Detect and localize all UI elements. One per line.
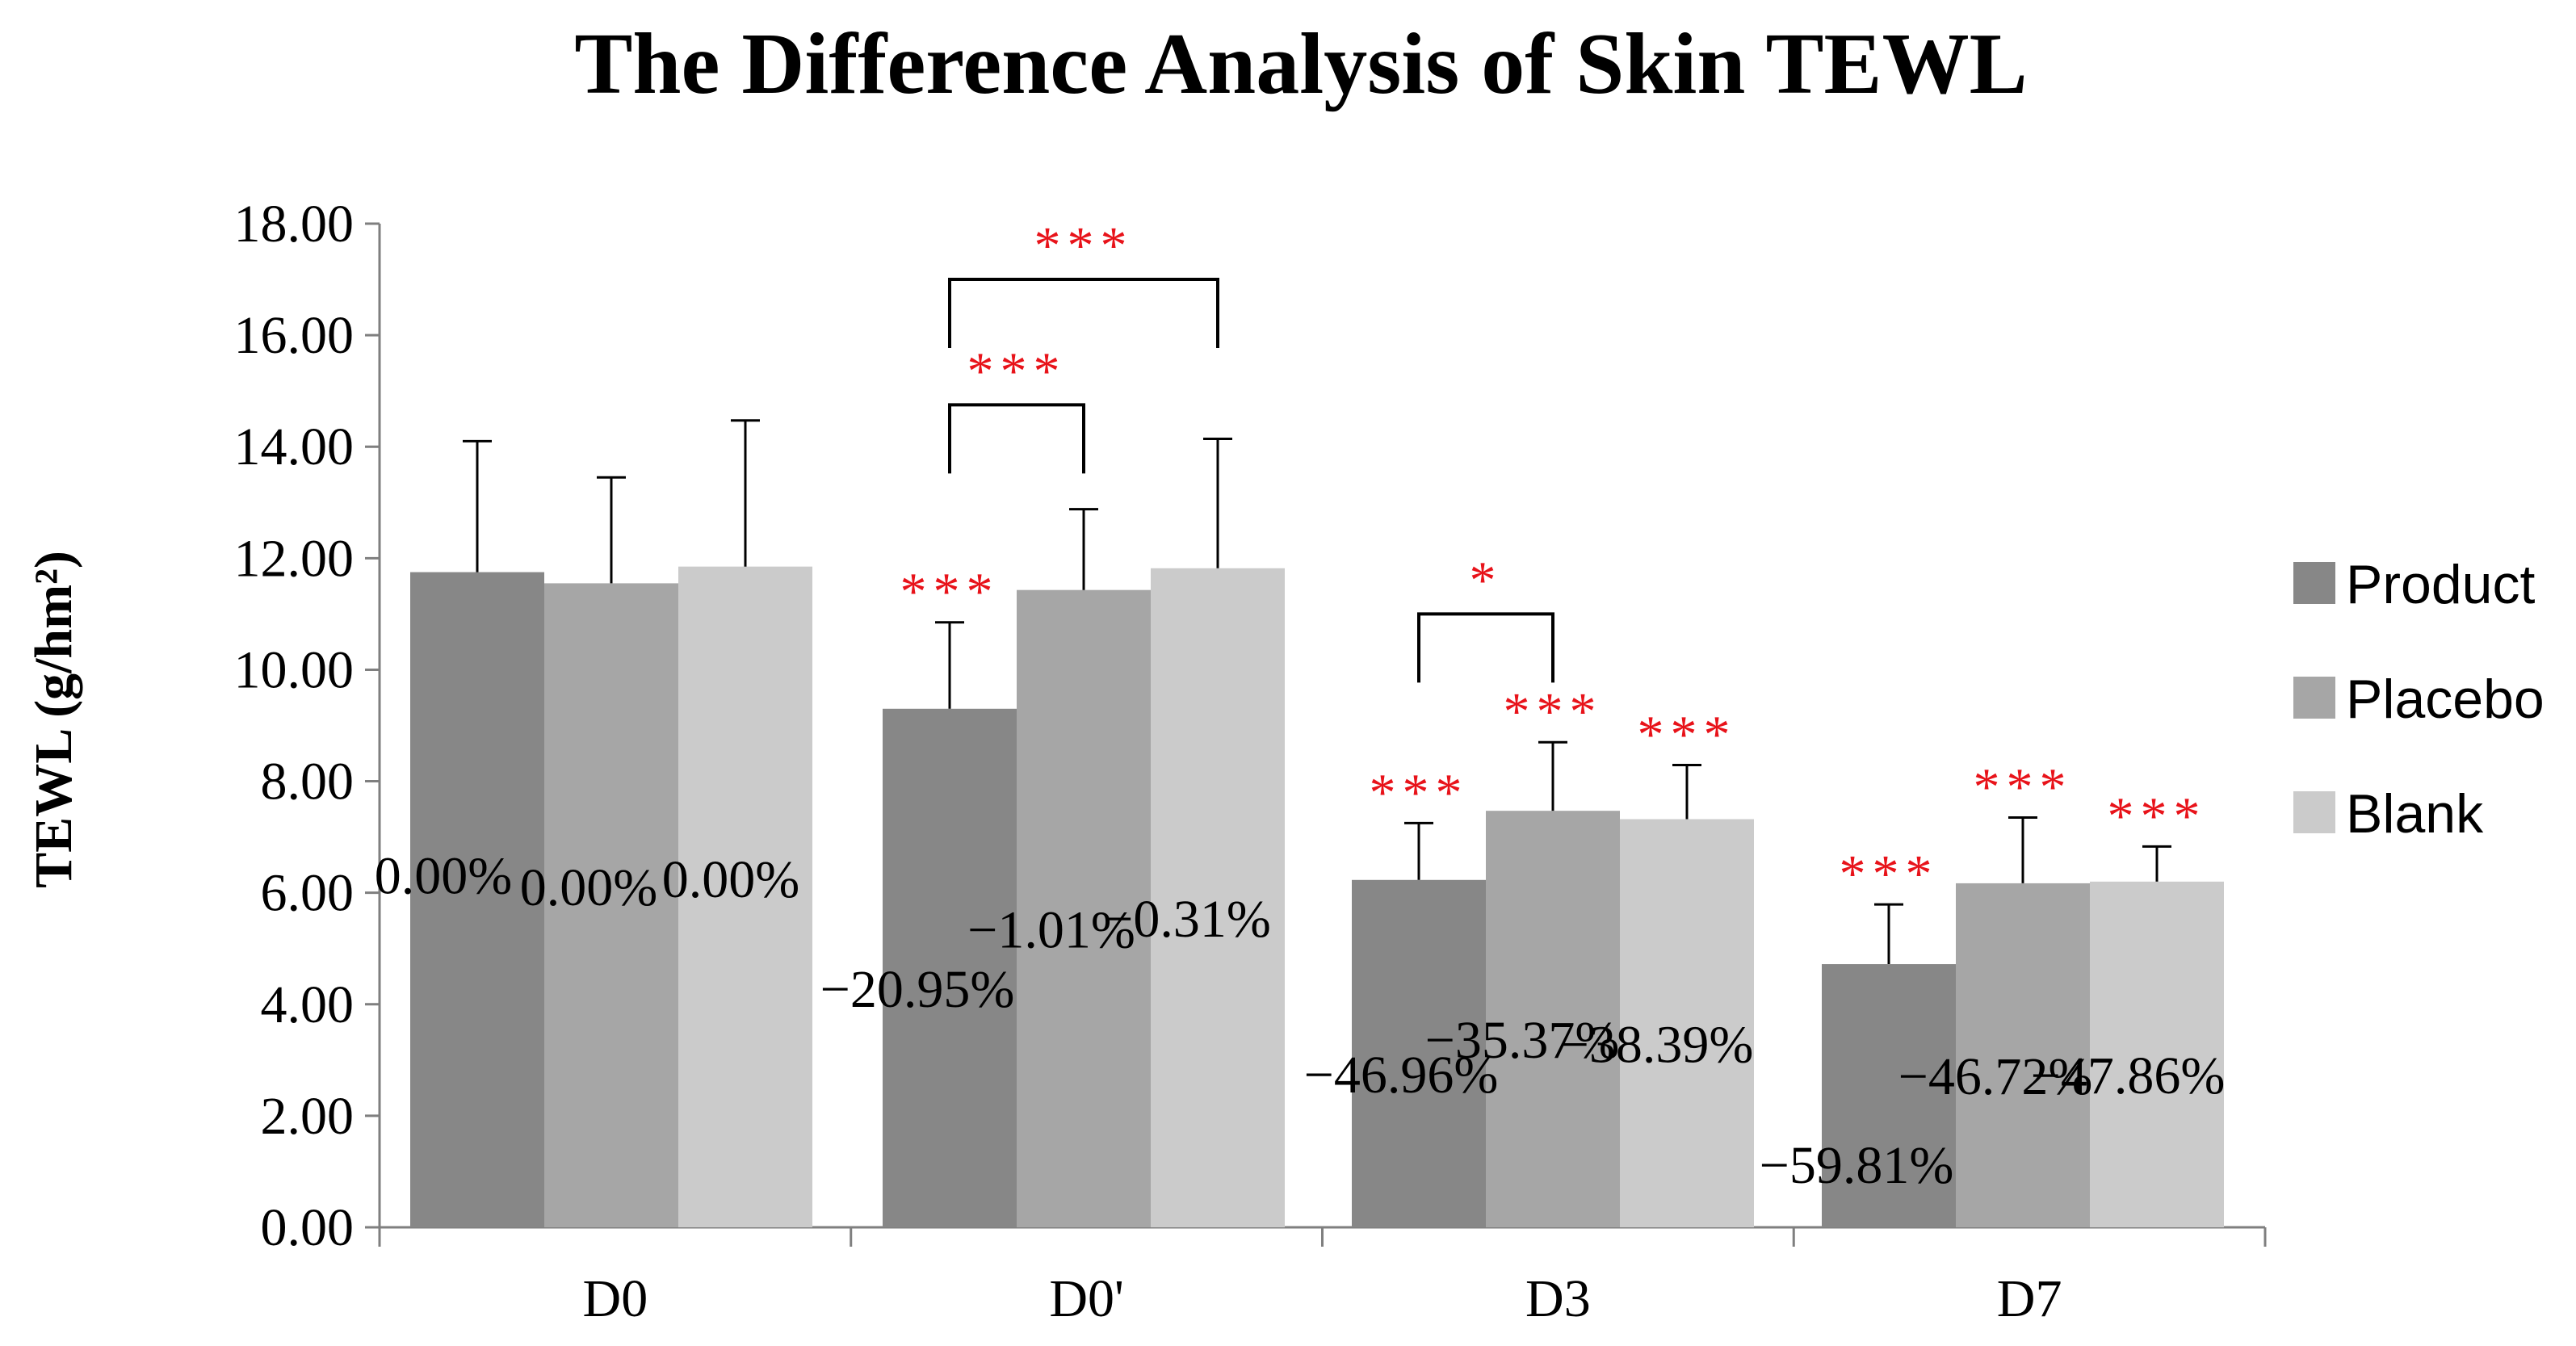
chart-title: The Difference Analysis of Skin TEWL — [574, 16, 2027, 112]
y-tick-label: 2.00 — [261, 1087, 355, 1146]
legend-label-placebo: Placebo — [2346, 669, 2545, 730]
y-tick-label: 8.00 — [261, 753, 355, 811]
y-tick-label: 6.00 — [261, 864, 355, 923]
error-bars — [463, 419, 2171, 965]
bar-blank — [1620, 819, 1754, 1227]
y-axis-label: TEWL (g/hm²) — [24, 551, 83, 888]
y-tick-label: 12.00 — [234, 529, 355, 588]
x-tick-label: D3 — [1525, 1269, 1591, 1328]
significance-mark: *** — [1638, 706, 1737, 765]
percent-label: −20.95% — [820, 960, 1015, 1019]
significance-mark: *** — [1370, 763, 1469, 822]
bar-product — [883, 708, 1017, 1227]
y-tick-label: 18.00 — [234, 195, 355, 254]
bar-product — [1352, 879, 1486, 1227]
bar-placebo — [1956, 883, 2090, 1227]
significance-mark: *** — [1974, 757, 2073, 816]
y-tick-label: 14.00 — [234, 417, 355, 476]
percent-label: −0.31% — [1103, 890, 1271, 949]
x-tick-label: D0' — [1049, 1269, 1124, 1328]
percent-label: −59.81% — [1760, 1136, 1954, 1195]
significance-mark: *** — [2108, 786, 2207, 845]
bar-product — [1822, 964, 1956, 1227]
y-tick-label: 10.00 — [234, 640, 355, 699]
bar-blank — [2090, 881, 2224, 1227]
x-tick-label: D0 — [583, 1269, 648, 1328]
legend-swatch-placebo — [2293, 677, 2335, 719]
y-tick-label: 4.00 — [261, 975, 355, 1034]
percent-labels: 0.00% −20.95% −46.96% −59.81% 0.00% −1.01% −35… — [375, 846, 2226, 1195]
significance-mark: *** — [1840, 845, 1939, 904]
y-tick-label: 0.00 — [261, 1198, 355, 1257]
comparison-bracket — [948, 278, 1219, 349]
percent-label: −46.72% — [1898, 1047, 2093, 1106]
legend-swatch-blank — [2293, 791, 2335, 833]
bar-placebo — [544, 583, 678, 1227]
bracket-label: *** — [1034, 216, 1134, 275]
significance-mark: *** — [1504, 682, 1603, 741]
bar-product — [410, 572, 544, 1227]
x-tick-label: D7 — [1997, 1269, 2062, 1328]
legend-label-product: Product — [2346, 554, 2535, 615]
percent-label: −1.01% — [967, 900, 1135, 959]
bracket-label: * — [1470, 551, 1503, 610]
percent-label: −38.39% — [1559, 1015, 1754, 1074]
percent-label: 0.00% — [662, 850, 799, 909]
comparison-bracket — [948, 403, 1085, 474]
bar-blank — [1151, 568, 1285, 1227]
y-tick-label: 16.00 — [234, 306, 355, 365]
bar-blank — [678, 566, 812, 1227]
bar-placebo — [1486, 811, 1620, 1227]
bars — [410, 566, 2224, 1227]
comparison-bracket — [1417, 612, 1554, 683]
percent-label: −46.96% — [1304, 1046, 1499, 1105]
legend: Product Placebo Blank — [2293, 554, 2545, 845]
bar-placebo — [1017, 589, 1151, 1227]
bracket-label: *** — [967, 342, 1067, 400]
axes: 0.00 2.00 4.00 6.00 8.00 10.00 12.00 14.00 16.00… — [234, 195, 2267, 1328]
significance-mark: *** — [900, 563, 1000, 622]
legend-swatch-product — [2293, 562, 2335, 604]
percent-label: 0.00% — [520, 858, 657, 917]
significance-marks: *** *** *** *** *** *** *** — [900, 563, 2207, 904]
legend-label-blank: Blank — [2346, 783, 2484, 845]
percent-label: −35.37% — [1425, 1011, 1620, 1070]
percent-label: 0.00% — [375, 846, 512, 905]
comparison-brackets: ******* — [948, 216, 1554, 683]
percent-label: −47.86% — [2031, 1046, 2226, 1105]
